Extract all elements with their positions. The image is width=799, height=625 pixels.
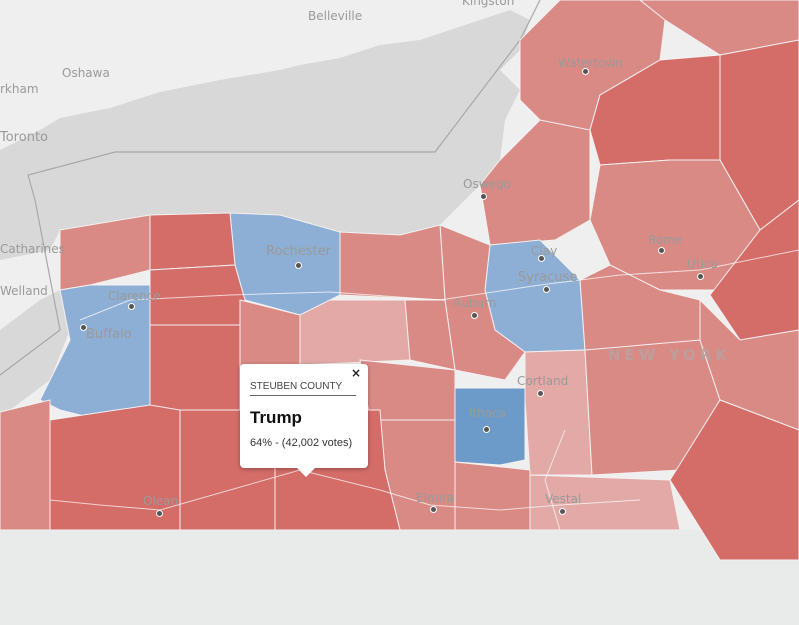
counties[interactable] <box>0 0 799 561</box>
label-olean: Olean <box>143 494 179 508</box>
county-otsego[interactable] <box>699 298 799 431</box>
label-welland: Welland <box>0 284 48 298</box>
label-oswego: Oswego <box>463 177 511 191</box>
label-syracuse: Syracuse <box>518 270 578 285</box>
county-monroe[interactable] <box>229 212 341 316</box>
label-cortland: Cortland <box>517 374 569 388</box>
county-cortland[interactable] <box>524 349 593 476</box>
county-tompkins[interactable] <box>454 387 526 466</box>
popup-winner: Trump <box>250 408 302 427</box>
county-orleans[interactable] <box>149 212 236 271</box>
label-catharines: Catharines <box>0 242 65 256</box>
county-delaware[interactable] <box>669 399 799 561</box>
county-ontario[interactable] <box>299 299 411 366</box>
label-ithaca: Ithaca <box>469 406 507 420</box>
county-popup: × STEUBEN COUNTY Trump 64% - (42,002 vot… <box>240 364 368 477</box>
label-vestal: Vestal <box>545 492 582 506</box>
border-line <box>0 0 541 376</box>
lake-ontario <box>0 10 530 260</box>
county-wayne[interactable] <box>339 224 446 301</box>
city-marker <box>697 273 704 280</box>
label-watertown: Watertown <box>558 56 623 70</box>
state-label: NEW YORK <box>608 346 731 364</box>
county-niagara[interactable] <box>59 214 151 291</box>
county-wyoming[interactable] <box>149 324 241 411</box>
label-toronto: Toronto <box>0 130 48 145</box>
label-clarence: Clarence <box>108 289 161 303</box>
label-kingston: Kingston <box>462 0 515 8</box>
city-marker <box>559 508 566 515</box>
city-marker <box>658 247 665 254</box>
city-marker <box>156 510 163 517</box>
popup-result: 64% - (42,002 votes) <box>250 437 353 449</box>
city-marker <box>538 255 545 262</box>
label-markham: rkham <box>0 82 39 96</box>
city-marker <box>128 303 135 310</box>
popup-county-name: STEUBEN COUNTY <box>250 381 356 396</box>
lake-erie <box>0 290 70 412</box>
label-clay: Clay <box>531 244 558 258</box>
city-marker <box>471 312 478 319</box>
label-auburn: Auburn <box>453 296 497 310</box>
city-marker <box>80 324 87 331</box>
label-rochester: Rochester <box>266 244 331 259</box>
city-marker <box>543 286 550 293</box>
label-belleville: Belleville <box>308 9 363 23</box>
city-marker <box>480 193 487 200</box>
city-marker <box>537 390 544 397</box>
county-chautauqua[interactable] <box>0 399 51 531</box>
city-marker <box>582 68 589 75</box>
label-elmira: Elmira <box>416 491 455 505</box>
label-buffalo: Buffalo <box>86 327 132 342</box>
city-marker <box>483 426 490 433</box>
close-icon[interactable]: × <box>350 366 361 380</box>
label-rome: Rome <box>648 233 683 247</box>
city-marker <box>295 262 302 269</box>
label-oshawa: Oshawa <box>62 66 110 80</box>
roads <box>49 249 799 531</box>
pennsylvania-south <box>0 530 799 625</box>
county-tioga[interactable] <box>454 461 531 531</box>
label-utica: Utica <box>687 257 718 271</box>
city-marker <box>430 506 437 513</box>
